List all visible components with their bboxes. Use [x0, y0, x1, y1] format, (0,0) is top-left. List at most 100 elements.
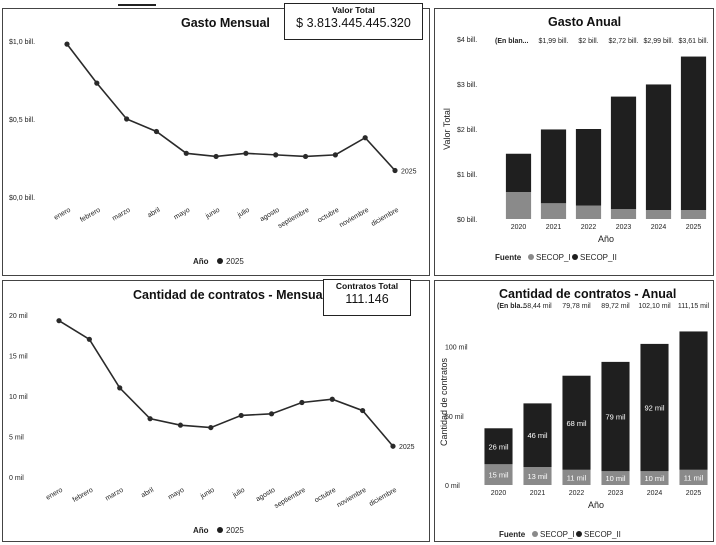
y-tick-label: $4 bill.: [457, 37, 477, 44]
x-tick-label: julio: [231, 487, 246, 500]
y-tick-label: 10 mil: [9, 394, 28, 401]
legend-marker-secop-i: [532, 531, 538, 537]
chart-title: Gasto Anual: [548, 15, 622, 29]
data-point: [360, 407, 366, 414]
data-point: [268, 411, 275, 417]
panel-gasto-mensual: Gasto Mensual Valor Total $ 3.813.445.44…: [2, 3, 430, 276]
y-tick-label: $3 bill.: [457, 82, 477, 89]
x-tick-label: febrero: [72, 487, 95, 504]
legend-title: Fuente: [495, 253, 522, 262]
top-total-label: 102,10 mil: [638, 303, 671, 310]
panel-contratos-mensual: Cantidad de contratos - Mensual Contrato…: [2, 279, 430, 542]
series-line: [58, 319, 394, 447]
bar-chart-gasto-anual: $0 bill. $1 bill. $2 bill. $3 bill. $4 bill.…: [442, 37, 709, 262]
bar-secop-ii: [601, 361, 630, 472]
top-total-label: $3,61 bill.: [679, 38, 709, 45]
panel-contratos-anual: Cantidad de contratos - Anual 0 mil 50 mi…: [434, 280, 714, 542]
decorative-line: [118, 4, 156, 6]
legend-marker-secop-ii: [572, 254, 578, 260]
data-point: [362, 135, 368, 141]
bar-label-secop-i: 13 mil: [527, 472, 547, 481]
x-tick-label: 2024: [647, 490, 663, 497]
data-point: [64, 41, 70, 47]
x-tick-label: 2020: [491, 490, 507, 497]
bar-secop-i: [505, 192, 532, 219]
x-tick-label: junio: [204, 207, 221, 221]
x-tick-label: septiembre: [277, 207, 311, 230]
top-total-label: $1,99 bill.: [539, 38, 569, 45]
top-total-label: 89,72 mil: [601, 303, 630, 310]
top-total-label: $2,72 bill.: [609, 38, 639, 45]
x-axis-title: Año: [588, 500, 604, 510]
kpi-card-valor-total: Valor Total $ 3.813.445.445.320: [284, 3, 423, 40]
data-point: [183, 150, 189, 156]
top-label-prefix: (En bla...: [497, 303, 526, 310]
kpi-value: 111.146: [345, 292, 389, 306]
chart-title: Gasto Mensual: [181, 16, 270, 30]
legend-item-label: SECOP_II: [584, 530, 621, 539]
x-tick-label: agosto: [255, 487, 277, 504]
x-tick-label: diciembre: [368, 487, 398, 508]
bar-label-secop-i: 11 mil: [684, 473, 704, 482]
x-tick-label: 2022: [581, 224, 597, 231]
bar-secop-ii: [523, 403, 552, 468]
y-tick-label: 0 mil: [445, 483, 460, 490]
data-point: [117, 385, 123, 391]
data-point: [177, 422, 184, 428]
x-tick-label: 2023: [616, 224, 632, 231]
series-line: [66, 43, 396, 172]
x-tick-label: enero: [45, 487, 64, 502]
legend-item-label: SECOP_II: [580, 253, 617, 262]
bar-secop-i: [640, 471, 669, 485]
data-point: [243, 150, 249, 156]
legend-marker-secop-i: [528, 254, 534, 260]
kpi-label: Valor Total: [332, 5, 375, 15]
top-total-label: $2,99 bill.: [644, 38, 674, 45]
y-tick-label: 5 mil: [9, 435, 24, 442]
bar-label-secop-ii: 79 mil: [605, 413, 625, 422]
bar-secop-ii: [645, 84, 672, 210]
data-point: [392, 167, 398, 174]
data-point: [124, 116, 130, 122]
y-tick-label: $0,0 bill.: [9, 195, 35, 202]
bar-label-secop-ii: 92 mil: [644, 404, 664, 413]
y-tick-label: $2 bill.: [457, 127, 477, 134]
bar-label-secop-i: 10 mil: [605, 474, 625, 483]
y-tick-label: $1 bill.: [457, 172, 477, 179]
kpi-value: $ 3.813.445.445.320: [296, 16, 411, 30]
x-tick-label: junio: [199, 487, 216, 501]
y-tick-label: 0 mil: [9, 475, 24, 482]
x-tick-label: julio: [236, 207, 251, 220]
bar-secop-ii: [640, 343, 669, 472]
top-label-prefix: (En blan...: [495, 38, 529, 45]
bar-secop-i: [680, 210, 707, 219]
x-tick-label: agosto: [259, 207, 281, 224]
x-tick-label: octubre: [314, 487, 338, 505]
y-tick-label: 50 mil: [445, 414, 464, 421]
x-tick-label: 2023: [608, 490, 624, 497]
legend-title: Año: [193, 526, 209, 535]
bar-chart-contratos-anual: 0 mil 50 mil 100 mil Cantidad de contratos 1…: [439, 303, 710, 539]
x-tick-label: octubre: [317, 207, 341, 225]
y-axis-title: Cantidad de contratos: [439, 357, 449, 446]
x-tick-label: diciembre: [370, 207, 400, 228]
data-point: [332, 152, 338, 158]
data-point: [238, 412, 244, 419]
bar-secop-ii: [484, 428, 513, 465]
chart-title: Cantidad de contratos - Anual: [499, 287, 677, 301]
data-point: [213, 153, 219, 160]
end-label: 2025: [399, 444, 415, 451]
bar-secop-i: [484, 464, 513, 485]
data-point: [86, 336, 92, 342]
data-point: [273, 152, 279, 158]
x-tick-label: febrero: [79, 207, 102, 224]
x-tick-label: abril: [146, 206, 161, 219]
bar-secop-ii: [680, 56, 707, 210]
top-total-label: 79,78 mil: [562, 303, 591, 310]
x-tick-label: marzo: [104, 487, 124, 503]
legend-item-label: 2025: [226, 526, 244, 535]
bar-label-secop-ii: 46 mil: [527, 431, 547, 440]
x-tick-label: noviembre: [336, 487, 368, 509]
bar-label-secop-ii: 26 mil: [488, 442, 508, 451]
legend-marker: [217, 258, 223, 264]
